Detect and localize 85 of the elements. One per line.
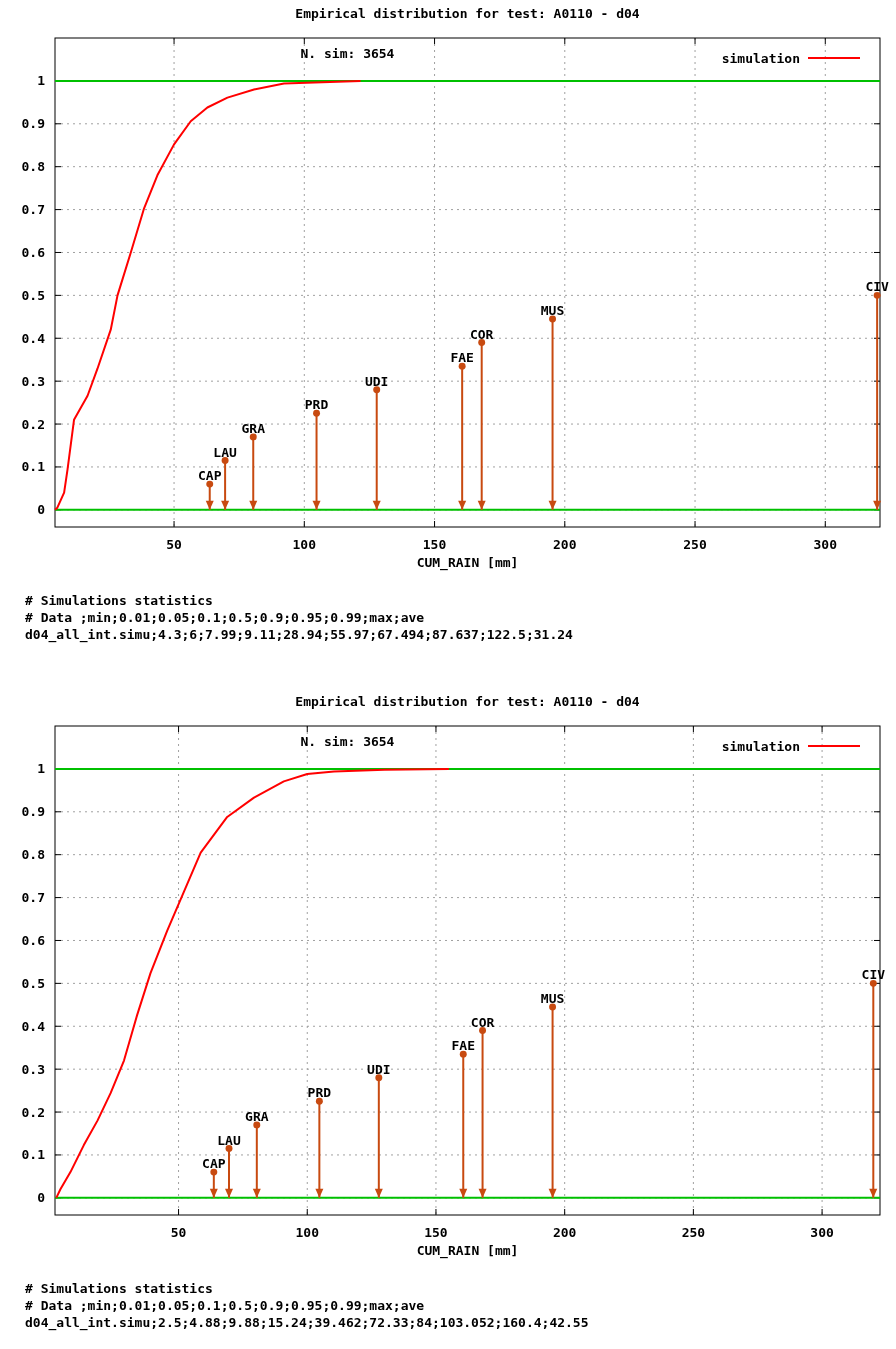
x-tick-label: 300 (813, 537, 838, 552)
y-tick-label: 0 (37, 502, 46, 518)
x-tick-label: 250 (683, 537, 707, 552)
y-tick-label: 0.7 (21, 202, 45, 218)
y-tick-label: 0.5 (21, 975, 45, 991)
y-tick-label: 0.2 (21, 416, 45, 432)
x-tick-label: 50 (170, 1225, 187, 1240)
point (253, 1121, 261, 1129)
data-label: COR (469, 326, 494, 342)
point (210, 1168, 218, 1176)
point (459, 1050, 467, 1058)
annotation: N. sim: 3654 (300, 46, 395, 61)
point (869, 979, 877, 987)
y-tick-label: 0.6 (21, 245, 46, 261)
point (375, 1074, 383, 1082)
data-label: LAU (213, 444, 238, 460)
text: # Data ;min;0.01;0.05;0.1;0.5;0.9;0.95;0.99;max;ave (25, 1298, 425, 1313)
x-tick-label: 150 (424, 1225, 448, 1240)
y-tick-label: 0.7 (21, 890, 45, 906)
x-tick-label: 200 (552, 1225, 577, 1240)
data-label: CAP (197, 468, 222, 484)
line-series (54, 79, 362, 511)
y-tick-label: 0.5 (21, 287, 45, 303)
point (225, 1145, 233, 1152)
y-tick-label: 0.2 (21, 1104, 45, 1120)
data-label: PRD (307, 1085, 332, 1101)
data-label: CIV (861, 967, 886, 983)
y-tick-label: 1 (37, 73, 46, 89)
x-tick-label: 50 (166, 537, 183, 552)
data-label: FAE (450, 350, 474, 366)
point (315, 1097, 323, 1105)
data-label: LAU (217, 1132, 241, 1148)
y-tick-label: 0.3 (21, 1061, 45, 1077)
legend-label: simulation (721, 738, 800, 754)
point (249, 433, 257, 441)
data-label: GRA (241, 420, 266, 436)
data-label: UDI (364, 373, 389, 389)
y-tick-label: 0.8 (21, 159, 46, 175)
data-label: MUS (540, 302, 565, 318)
chart-title: Empirical distribution for test: A0110 - d04 (295, 6, 640, 21)
y-tick-label: 0.9 (21, 804, 45, 820)
y-tick-label: 0.6 (21, 933, 46, 949)
x-axis-title: CUM_RAIN [mm] (416, 555, 519, 571)
y-tick-label: 0.1 (21, 459, 46, 475)
chart-title: Empirical distribution for test: A0110 - d04 (295, 694, 640, 709)
data-label: CIV (865, 279, 890, 295)
x-tick-label: 100 (292, 537, 317, 552)
y-tick-label: 1 (37, 761, 46, 777)
x-tick-label: 150 (422, 537, 447, 552)
data-label: MUS (540, 990, 565, 1006)
point (549, 315, 557, 323)
point (549, 1003, 557, 1011)
x-tick-label: 250 (681, 1225, 706, 1240)
x-tick-label: 300 (810, 1225, 834, 1240)
data-label: FAE (451, 1038, 475, 1054)
point (206, 480, 214, 488)
annotation: N. sim: 3654 (300, 734, 395, 749)
y-tick-label: 0 (37, 1190, 46, 1206)
legend-label: simulation (721, 50, 800, 66)
x-tick-label: 100 (295, 1225, 320, 1240)
data-label: PRD (304, 397, 329, 413)
point (478, 339, 486, 347)
point (313, 409, 321, 417)
data-label: UDI (367, 1061, 391, 1077)
x-axis-title: CUM_RAIN [mm] (416, 1243, 519, 1259)
point (458, 362, 466, 370)
y-tick-label: 0.4 (21, 1018, 46, 1034)
text: # Simulations statistics (25, 593, 213, 608)
point (373, 386, 381, 394)
data-label: COR (470, 1014, 495, 1030)
y-tick-label: 0.1 (21, 1147, 46, 1163)
text: d04_all_int.simu;4.3;6;7.99;9.11;28.94;55.97;67.494;87.637;122.5;31.24 (25, 627, 574, 643)
y-tick-label: 0.3 (21, 373, 45, 389)
point (479, 1027, 487, 1035)
text: d04_all_int.simu;2.5;4.88;9.88;15.24;39.462;72.33;84;103.052;160.4;42.55 (25, 1315, 589, 1331)
x-tick-label: 200 (553, 537, 577, 552)
line-series (55, 767, 450, 1199)
data-label: GRA (245, 1108, 269, 1124)
text: # Simulations statistics (25, 1281, 213, 1296)
y-tick-label: 0.9 (21, 116, 45, 132)
data-label: CAP (202, 1156, 226, 1172)
y-tick-label: 0.4 (21, 330, 46, 346)
y-tick-label: 0.8 (21, 847, 46, 863)
text: # Data ;min;0.01;0.05;0.1;0.5;0.9;0.95;0.99;max;ave (25, 610, 425, 625)
point (221, 457, 229, 464)
